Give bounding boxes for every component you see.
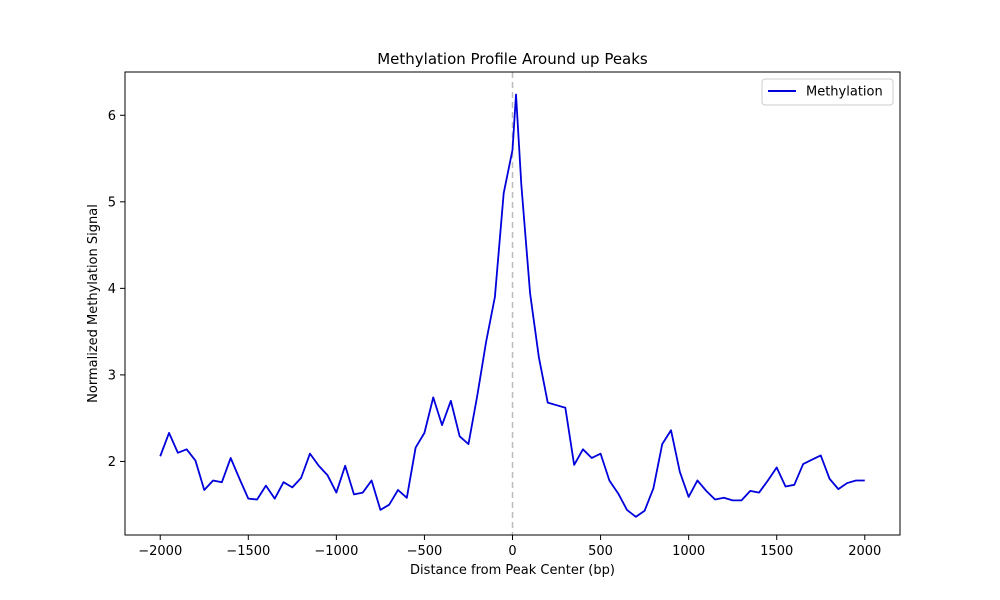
x-axis-label: Distance from Peak Center (bp)	[410, 563, 615, 578]
chart-title: Methylation Profile Around up Peaks	[377, 50, 648, 68]
x-tick-label: −1500	[226, 544, 270, 559]
series-line-methylation	[159, 93, 865, 518]
y-axis: 2 3 4 5 6	[108, 109, 125, 470]
x-tick-label: 1000	[672, 544, 705, 559]
x-tick-label: −2000	[138, 544, 182, 559]
legend: Methylation	[761, 78, 894, 106]
x-tick-label: 1500	[760, 544, 793, 559]
x-tick-label: −500	[407, 544, 443, 559]
y-axis-label: Normalized Methylation Signal	[86, 204, 101, 403]
x-tick-label: 2000	[848, 544, 881, 559]
y-tick-label: 3	[108, 368, 116, 383]
y-tick-label: 2	[108, 455, 116, 470]
series-layer	[159, 93, 865, 518]
x-tick-label: 0	[508, 544, 516, 559]
y-tick-label: 5	[108, 195, 116, 210]
y-tick-label: 6	[108, 109, 116, 124]
x-tick-label: −1000	[314, 544, 358, 559]
legend-label-methylation: Methylation	[806, 85, 883, 100]
legend-box	[761, 78, 894, 106]
y-tick-label: 4	[108, 282, 116, 297]
plot-area	[124, 71, 901, 536]
x-tick-label: 500	[588, 544, 613, 559]
x-axis: −2000 −1500 −1000 −500 0 500 1000 1500 2000	[138, 535, 881, 559]
